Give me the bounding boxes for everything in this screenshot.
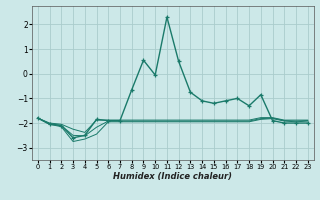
X-axis label: Humidex (Indice chaleur): Humidex (Indice chaleur) (113, 172, 232, 181)
